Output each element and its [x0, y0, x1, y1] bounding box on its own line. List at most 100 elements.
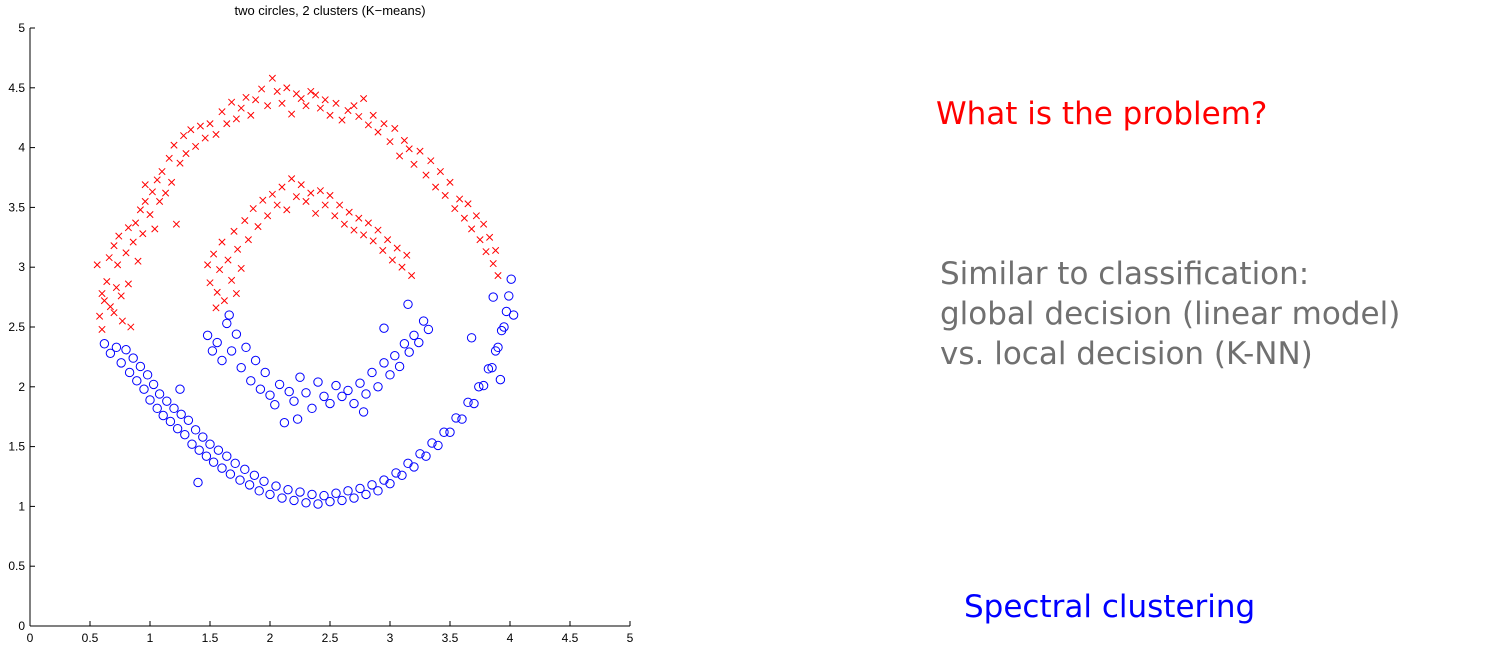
x-marker-point: [331, 212, 339, 220]
circle-marker-point: [355, 483, 365, 494]
circle-marker-point: [154, 389, 165, 399]
x-marker-point: [350, 226, 358, 234]
x-marker-point: [345, 208, 353, 216]
x-marker-point: [360, 95, 368, 103]
circle-marker-point: [451, 413, 461, 423]
circle-marker-point: [116, 358, 126, 368]
circle-marker-point: [224, 310, 234, 320]
circle-marker-point: [265, 489, 275, 500]
x-tick-label: 4.5: [562, 631, 579, 645]
x-marker-point: [210, 250, 218, 258]
circle-marker-point: [409, 330, 419, 341]
circle-marker-point: [241, 342, 251, 353]
circle-marker-point: [217, 355, 227, 366]
circle-marker-point: [222, 318, 232, 329]
x-marker-point: [316, 104, 324, 112]
circle-marker-point: [289, 396, 299, 406]
circle-marker-point: [230, 458, 240, 469]
x-marker-point: [98, 325, 106, 333]
x-marker-point: [364, 121, 372, 129]
circle-marker-point: [292, 414, 303, 424]
circle-marker-point: [313, 377, 323, 387]
x-marker-point: [204, 261, 212, 269]
x-marker-point: [153, 176, 161, 184]
circle-marker-point: [409, 462, 419, 472]
circle-marker-point: [307, 403, 317, 414]
x-marker-point: [480, 220, 488, 228]
answer-text: Spectral clustering: [964, 589, 1256, 625]
x-marker-point: [129, 238, 137, 246]
y-tick-label: 2.5: [8, 320, 25, 334]
circle-marker-point: [180, 429, 190, 440]
x-marker-point: [218, 238, 226, 246]
x-marker-point: [427, 157, 435, 165]
x-marker-point: [374, 128, 382, 136]
x-marker-point: [124, 224, 132, 232]
circle-marker-point: [128, 353, 138, 363]
x-marker-point: [249, 205, 257, 213]
x-marker-point: [441, 191, 449, 199]
x-marker-point: [464, 200, 472, 208]
x-marker-point: [302, 102, 310, 110]
y-tick-label: 1.5: [8, 440, 25, 454]
x-marker-point: [396, 152, 404, 160]
x-marker-point: [476, 236, 484, 244]
circle-marker-point: [124, 367, 135, 378]
circle-marker-point: [331, 488, 341, 498]
x-marker-point: [141, 181, 149, 189]
circle-marker-point: [99, 339, 110, 349]
circle-marker-point: [493, 342, 503, 353]
x-marker-point: [416, 147, 424, 155]
x-marker-point: [234, 245, 242, 253]
x-marker-point: [316, 187, 324, 195]
x-marker-point: [288, 110, 296, 118]
x-marker-point: [380, 120, 388, 128]
circle-marker-point: [343, 385, 353, 396]
x-marker-point: [468, 225, 476, 233]
circle-marker-point: [488, 292, 498, 302]
circle-marker-point: [205, 439, 215, 449]
circle-marker-point: [343, 486, 353, 496]
circle-marker-point: [217, 463, 227, 473]
x-marker-point: [151, 225, 159, 233]
y-tick-label: 2: [18, 380, 25, 394]
x-marker-point: [268, 74, 276, 82]
x-marker-point: [259, 196, 267, 204]
x-marker-point: [456, 195, 464, 203]
scatter-plot: two circles, 2 clusters (K−means) 0 0.5 1 1…: [8, 3, 633, 645]
circle-marker-point: [225, 469, 236, 479]
circle-marker-point: [367, 367, 377, 378]
circle-marker-point: [135, 361, 146, 372]
circle-marker-point: [235, 475, 245, 485]
x-marker-point: [146, 211, 154, 219]
x-marker-point: [432, 183, 440, 191]
x-marker-point: [212, 130, 220, 138]
circle-marker-point: [175, 384, 185, 394]
circle-marker-point: [271, 481, 281, 491]
x-marker-point: [192, 142, 200, 150]
circle-marker-point: [373, 382, 383, 392]
x-marker-point: [283, 206, 291, 214]
x-marker-point: [201, 134, 209, 142]
x-marker-point: [393, 244, 401, 252]
x-marker-point: [340, 220, 348, 228]
circle-marker-point: [121, 345, 131, 355]
x-marker-point: [388, 256, 396, 264]
x-marker-point: [273, 201, 281, 209]
x-marker-point: [486, 233, 494, 241]
chart-title: two circles, 2 clusters (K−means): [234, 3, 425, 18]
x-marker-point: [350, 102, 358, 110]
circle-marker-point: [111, 342, 122, 353]
x-marker-point: [273, 87, 281, 95]
x-marker-point: [482, 248, 490, 256]
circle-marker-point: [254, 486, 264, 496]
x-marker-point: [139, 230, 147, 238]
x-marker-point: [264, 102, 272, 110]
x-marker-point: [307, 189, 315, 197]
x-marker-point: [391, 124, 399, 133]
y-tick-label: 4: [18, 141, 25, 155]
x-marker-point: [398, 263, 406, 271]
circle-marker-point: [469, 398, 479, 409]
circle-marker-point: [445, 427, 455, 437]
x-marker-point: [460, 214, 468, 222]
